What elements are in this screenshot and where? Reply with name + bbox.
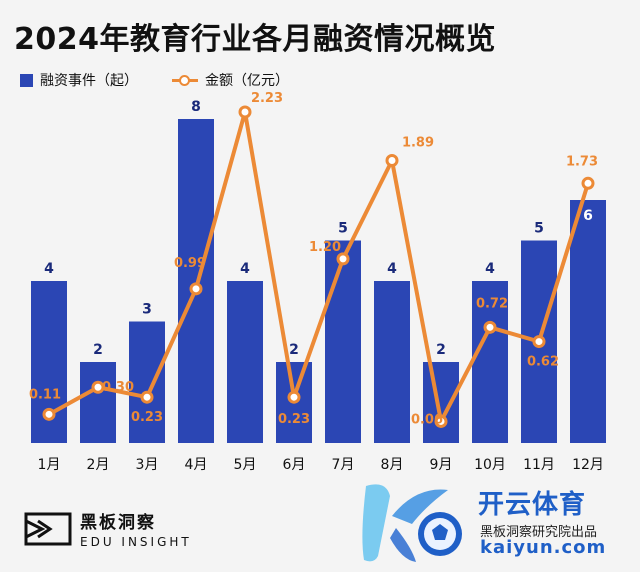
amount-value-label: 0.11 — [29, 387, 61, 402]
x-tick-label: 5月 — [234, 457, 257, 473]
x-tick-label: 2月 — [87, 457, 110, 473]
legend-line-label: 金额（亿元） — [205, 73, 289, 89]
x-tick-label: 7月 — [332, 457, 355, 473]
amount-point — [189, 282, 203, 296]
amount-point — [287, 390, 301, 404]
amount-point — [434, 414, 448, 428]
edu-insight-logo: 黑板洞察 EDU INSIGHT — [24, 508, 192, 549]
amount-value-label: 0.23 — [131, 410, 163, 425]
x-tick-label: 12月 — [572, 457, 604, 473]
bar-value-label: 3 — [142, 302, 152, 318]
amount-point — [483, 320, 497, 334]
bar-value-label: 2 — [93, 342, 103, 358]
amount-value-label: 0.99 — [174, 256, 206, 271]
amount-point — [238, 105, 252, 119]
watermark-brand: 开云体育 — [478, 490, 587, 520]
watermark-subtitle: 黑板洞察研究院出品 — [480, 525, 598, 540]
logo-en-text: EDU INSIGHT — [80, 535, 192, 549]
amount-value-label: 2.23 — [251, 91, 283, 106]
amount-point — [140, 390, 154, 404]
legend-bar-swatch — [20, 73, 33, 87]
x-tick-label: 8月 — [381, 457, 404, 473]
chart-title: 2024年教育行业各月融资情况概览 — [14, 22, 496, 57]
amount-point — [91, 380, 105, 394]
x-tick-label: 6月 — [283, 457, 306, 473]
amount-value-label: 1.73 — [566, 154, 598, 169]
x-tick-label: 1月 — [38, 457, 61, 473]
amount-point — [581, 176, 595, 190]
bar — [227, 281, 263, 443]
legend-item-line: 金额（亿元） — [172, 70, 289, 90]
bar — [325, 240, 361, 443]
amount-point — [336, 252, 350, 266]
edu-insight-logo-icon — [24, 512, 72, 545]
bar — [472, 281, 508, 443]
amount-point — [42, 407, 56, 421]
x-tick-label: 4月 — [185, 457, 208, 473]
bar — [423, 362, 459, 443]
amount-value-label: 1.89 — [402, 135, 434, 150]
bar-value-label: 2 — [289, 342, 299, 358]
bar — [570, 200, 606, 443]
bar-value-label: 4 — [387, 261, 397, 277]
amount-value-label: 1.20 — [309, 240, 341, 255]
amount-point — [385, 153, 399, 167]
combo-chart: 4 1月 2 2月 3 3月 8 4月 4 5月 2 6月 5 7月 4 8月 2 9月 4 10月 5 11月 6 12月 0… — [29, 91, 606, 473]
watermark-url: kaiyun.com — [480, 537, 607, 558]
x-tick-label: 11月 — [523, 457, 555, 473]
amount-point — [532, 335, 546, 349]
logo-cn-text: 黑板洞察 — [80, 513, 156, 533]
legend-item-bars: 融资事件（起） — [20, 70, 138, 90]
legend-line-swatch — [172, 74, 198, 87]
amount-value-label: 0.06 — [411, 412, 443, 427]
amount-value-label: 0.72 — [476, 296, 508, 311]
bar-value-label: 5 — [534, 221, 544, 237]
bar-value-label: 4 — [44, 261, 54, 277]
bar-value-label: 6 — [583, 208, 593, 224]
amount-value-label: 0.30 — [102, 380, 134, 395]
amount-value-label: 0.62 — [527, 355, 559, 370]
bar-value-label: 2 — [436, 342, 446, 358]
watermark-k-logo-icon — [362, 484, 462, 562]
bar — [178, 119, 214, 443]
amount-line — [48, 110, 590, 424]
bar — [129, 321, 165, 443]
amount-value-label: 0.23 — [278, 412, 310, 427]
bar-value-label: 4 — [240, 261, 250, 277]
bar-value-label: 8 — [191, 99, 201, 115]
x-tick-label: 3月 — [136, 457, 159, 473]
legend: 融资事件（起） 金额（亿元） — [20, 70, 323, 90]
legend-bar-label: 融资事件（起） — [40, 73, 138, 89]
bar — [374, 281, 410, 443]
x-tick-label: 9月 — [430, 457, 453, 473]
x-tick-label: 10月 — [474, 457, 506, 473]
bar-value-label: 4 — [485, 261, 495, 277]
bar — [80, 362, 116, 443]
bar-value-label: 5 — [338, 221, 348, 237]
